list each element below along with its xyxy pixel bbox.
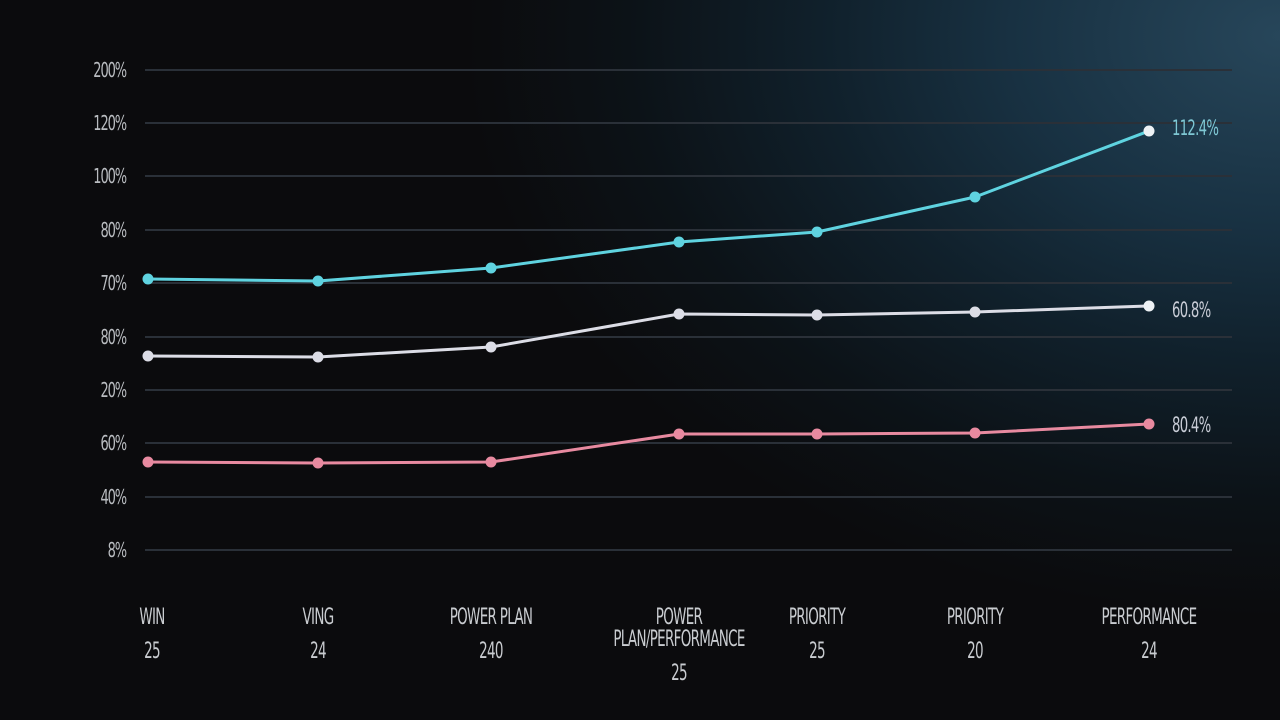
y-tick-label: 60% — [100, 431, 127, 455]
category-year: 25 — [144, 639, 160, 664]
data-point[interactable] — [1143, 125, 1155, 137]
y-tick-label: 70% — [100, 271, 127, 295]
y-tick-label: 8% — [107, 538, 127, 562]
x-category-label: POWER PLAN/PERFORMANCE 25 — [559, 607, 799, 685]
category-name: PRIORITY — [946, 605, 1004, 630]
data-point[interactable] — [312, 351, 324, 363]
category-year: 25 — [809, 639, 825, 664]
category-name: POWER PLAN — [449, 605, 533, 630]
category-year: 20 — [967, 639, 983, 664]
category-name: POWER PLAN/PERFORMANCE — [613, 605, 745, 652]
data-point[interactable] — [969, 191, 981, 203]
x-category-label: WIN 25 — [32, 607, 272, 663]
y-tick-label: 200% — [93, 58, 127, 82]
data-point[interactable] — [673, 236, 685, 248]
data-point[interactable] — [142, 456, 154, 468]
data-point[interactable] — [485, 341, 497, 353]
y-tick-label: 20% — [100, 378, 127, 402]
y-tick-label: 40% — [100, 485, 127, 509]
data-point[interactable] — [485, 456, 497, 468]
x-category-label: VING 24 — [198, 607, 438, 663]
category-name: PERFORMANCE — [1101, 605, 1198, 630]
data-point[interactable] — [673, 308, 685, 320]
y-tick-label: 120% — [93, 111, 127, 135]
data-point[interactable] — [1143, 418, 1155, 430]
category-name: WIN — [139, 605, 165, 630]
x-category-label: POWER PLAN 240 — [371, 607, 611, 663]
x-category-label: PERFORMANCE 24 — [1029, 607, 1269, 663]
x-category-label: PRIORITY 25 — [697, 607, 937, 663]
data-point[interactable] — [142, 273, 154, 285]
category-year: 25 — [671, 661, 687, 686]
category-year: 24 — [1141, 639, 1157, 664]
category-year: 24 — [310, 639, 326, 664]
series-end-label: 112.4% — [1172, 116, 1219, 140]
series-line — [147, 129, 1150, 283]
data-point[interactable] — [969, 427, 981, 439]
series-line — [147, 304, 1150, 359]
data-point[interactable] — [969, 306, 981, 318]
data-point[interactable] — [673, 428, 685, 440]
series-end-label: 60.8% — [1172, 298, 1211, 322]
y-tick-label: 100% — [93, 164, 127, 188]
data-point[interactable] — [142, 350, 154, 362]
data-point[interactable] — [811, 309, 823, 321]
category-year: 240 — [479, 639, 503, 664]
y-tick-label: 80% — [100, 325, 127, 349]
category-name: PRIORITY — [788, 605, 846, 630]
data-point[interactable] — [312, 457, 324, 469]
series-end-label: 80.4% — [1172, 413, 1211, 437]
data-point[interactable] — [811, 226, 823, 238]
data-point[interactable] — [1143, 300, 1155, 312]
y-tick-label: 80% — [100, 218, 127, 242]
category-name: VING — [302, 605, 335, 630]
x-category-label: PRIORITY 20 — [855, 607, 1095, 663]
data-point[interactable] — [485, 262, 497, 274]
data-point[interactable] — [312, 275, 324, 287]
data-point[interactable] — [811, 428, 823, 440]
